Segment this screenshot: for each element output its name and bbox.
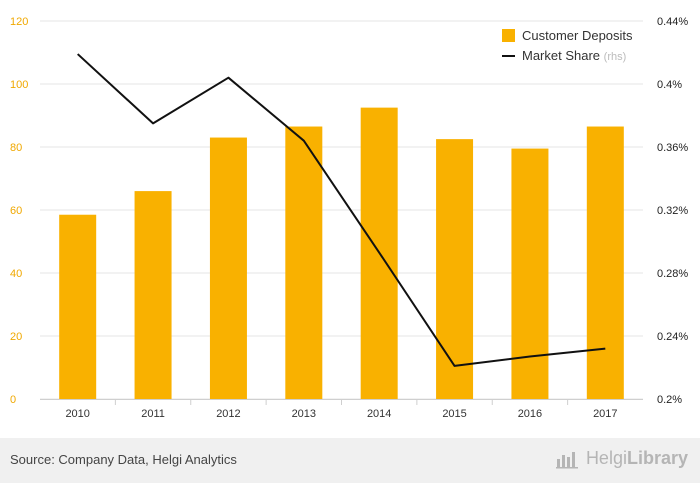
legend-label-deposits: Customer Deposits [522,28,633,43]
right-tick-label: 0.44% [657,16,688,28]
right-tick-label: 0.24% [657,331,688,343]
x-tick-label: 2016 [518,408,542,420]
left-tick-label: 60 [10,205,22,217]
footer: Source: Company Data, Helgi Analytics He… [0,438,700,483]
brand-logo[interactable]: HelgiLibrary [555,448,688,469]
left-tick-label: 80 [10,142,22,154]
x-tick-label: 2017 [593,408,617,420]
x-tick-label: 2014 [367,408,391,420]
left-tick-label: 40 [10,268,22,280]
bar-chart-icon [555,451,578,468]
left-tick-label: 20 [10,331,22,343]
x-tick-label: 2012 [216,408,240,420]
chart: 0 20 40 60 80 100 120 0.2% 0.24% 0.28% 0.32% 0.36% 0… [10,16,688,420]
right-tick-label: 0.28% [657,268,688,280]
market-share-line [77,53,606,367]
rhs-suffix: (rhs) [604,51,627,63]
axes: 0 20 40 60 80 100 120 0.2% 0.24% 0.28% 0.32% 0.36% 0… [10,16,688,420]
bar [59,214,97,399]
right-tick-label: 0.2% [657,394,682,406]
right-tick-label: 0.36% [657,142,688,154]
legend: Customer Deposits Market Share (rhs) [502,28,633,63]
legend-label-market-share: Market Share (rhs) [522,48,626,63]
left-tick-label: 100 [10,79,28,91]
line-series [77,53,606,367]
bar-series [59,107,624,400]
bar [285,126,323,400]
left-tick-label: 0 [10,394,16,406]
bar [511,148,549,399]
brand-text: HelgiLibrary [585,448,688,468]
bar [209,137,247,400]
legend-swatch-deposits [502,29,515,42]
right-tick-label: 0.4% [657,79,682,91]
left-tick-label: 120 [10,16,28,28]
grid-lines [40,20,643,400]
bar [134,191,172,399]
bar [586,126,624,400]
x-tick-label: 2013 [292,408,316,420]
x-tick-label: 2011 [141,408,165,420]
right-tick-label: 0.32% [657,205,688,217]
x-tick-label: 2010 [65,408,89,420]
bar [436,139,474,399]
source-text: Source: Company Data, Helgi Analytics [10,452,237,467]
x-tick-label: 2015 [442,408,466,420]
